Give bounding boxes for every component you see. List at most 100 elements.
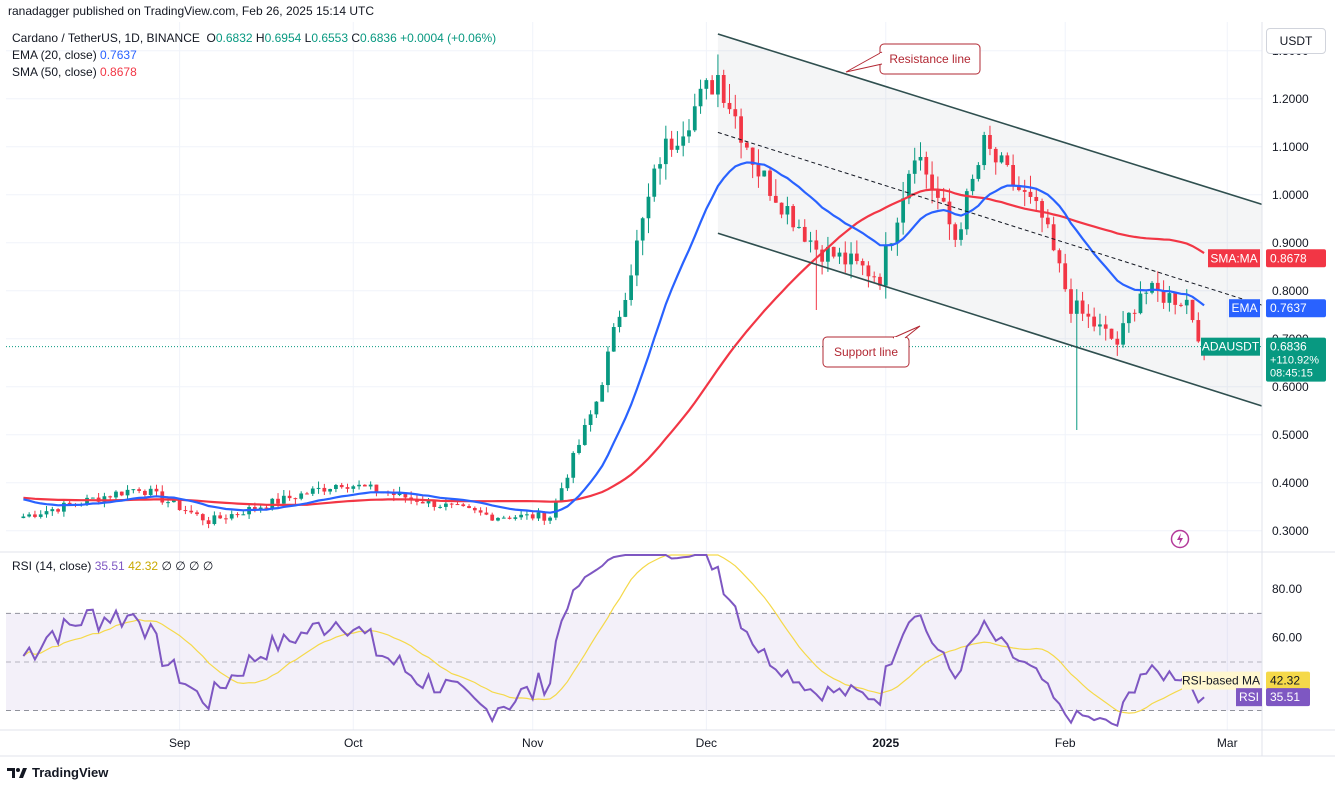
candles-group[interactable]	[21, 54, 1207, 529]
candle-body	[785, 206, 790, 215]
legend-symbol[interactable]: Cardano / TetherUS, 1D, BINANCE	[12, 31, 200, 45]
rsi-badge-value: 35.51	[1270, 690, 1300, 704]
x-tick-label: 2025	[872, 736, 899, 750]
y-tick-label: 0.6000	[1272, 380, 1309, 394]
candle-body	[27, 514, 32, 517]
candle	[328, 488, 333, 495]
candle-body	[1028, 191, 1033, 197]
candle	[1040, 198, 1044, 233]
candle-body	[698, 88, 703, 107]
candle-body	[739, 116, 743, 143]
x-tick-label: Oct	[344, 736, 363, 750]
candle-body	[67, 502, 72, 505]
legend-ema-row[interactable]: EMA (20, close) 0.7637	[12, 47, 496, 64]
candle	[305, 491, 309, 495]
candle-body	[478, 510, 483, 513]
candle	[1190, 299, 1195, 323]
candle-body	[756, 164, 761, 177]
candle	[293, 497, 298, 505]
support-callout-pointer	[892, 325, 921, 339]
candle-body	[253, 507, 257, 510]
chart-grid	[6, 22, 1262, 730]
candle-body	[171, 500, 176, 503]
candle	[669, 130, 674, 157]
candle-body	[61, 502, 66, 512]
legend-ema-value: 0.7637	[100, 48, 137, 62]
candle	[507, 515, 512, 520]
candle	[119, 491, 124, 497]
candle-body	[530, 514, 535, 519]
candle	[698, 79, 703, 114]
candle-body	[808, 240, 813, 242]
candle-body	[1098, 324, 1102, 327]
candle-body	[652, 168, 657, 197]
candle	[1173, 291, 1178, 315]
legend-sma-row[interactable]: SMA (50, close) 0.8678	[12, 64, 496, 81]
candle-body	[258, 507, 263, 510]
candle-body	[200, 514, 205, 521]
y-tick-label: 1.1000	[1272, 140, 1309, 154]
moving-averages	[6, 161, 1262, 514]
candle	[831, 246, 836, 259]
candle	[843, 241, 848, 273]
candle-body	[1190, 299, 1195, 321]
support-line	[717, 232, 1263, 407]
x-tick-label: Nov	[522, 736, 543, 750]
candle	[264, 505, 269, 509]
candle-body	[976, 165, 981, 179]
rsi-ma-badge-value: 42.32	[1270, 674, 1300, 688]
candle-body	[791, 206, 796, 228]
candle-body	[993, 148, 998, 163]
candle	[727, 83, 732, 114]
candle	[247, 504, 251, 519]
candle-body	[988, 134, 992, 149]
ema-badge-value: 0.7637	[1270, 301, 1307, 315]
candle	[582, 418, 587, 446]
candle	[814, 229, 819, 310]
candle	[716, 54, 720, 108]
candle	[438, 504, 442, 509]
candle	[970, 174, 975, 196]
candle-body	[768, 170, 772, 196]
candle-body	[1063, 263, 1068, 290]
candle-body	[189, 510, 194, 513]
candle	[675, 131, 680, 153]
candle	[224, 514, 228, 524]
candle-body	[137, 489, 142, 491]
candle	[33, 510, 37, 519]
lightning-icon[interactable]	[1170, 529, 1190, 549]
candle	[1109, 328, 1114, 340]
candle	[779, 202, 784, 219]
candle-body	[513, 517, 518, 519]
rsi-ma-badge-value-bg	[1266, 671, 1310, 690]
candle	[907, 170, 911, 205]
candle-body	[901, 198, 906, 223]
candle-body	[148, 488, 153, 495]
candle	[1074, 289, 1079, 430]
candle	[519, 510, 524, 520]
candle-body	[779, 202, 784, 215]
candle	[525, 511, 529, 520]
candle	[501, 515, 506, 519]
last-price-badge-value: 0.6836	[1270, 340, 1307, 354]
support-callout: Support line	[822, 325, 921, 368]
candle	[200, 513, 205, 526]
rsi-legend[interactable]: RSI (14, close) 35.51 42.32 ∅ ∅ ∅ ∅	[12, 559, 213, 573]
candle	[1179, 302, 1183, 308]
channel-lines	[717, 33, 1263, 407]
tradingview-brand[interactable]: TradingView	[6, 765, 108, 780]
candle-body	[241, 514, 246, 516]
candle-body	[797, 226, 801, 228]
annotations: Resistance line Support line	[822, 43, 981, 368]
ema20-line	[23, 161, 1205, 514]
candle-body	[206, 520, 211, 524]
ema-badge-label: EMA	[1231, 301, 1257, 315]
candle	[1063, 253, 1068, 292]
candle-body	[1155, 282, 1160, 292]
candle-body	[310, 488, 315, 494]
currency-selector[interactable]: USDT	[1266, 28, 1326, 54]
rsi-badge: RSI 35.51	[1236, 688, 1310, 707]
candle-body	[594, 401, 599, 415]
candle	[704, 78, 709, 100]
rsi-tick-label: 60.00	[1272, 631, 1302, 645]
